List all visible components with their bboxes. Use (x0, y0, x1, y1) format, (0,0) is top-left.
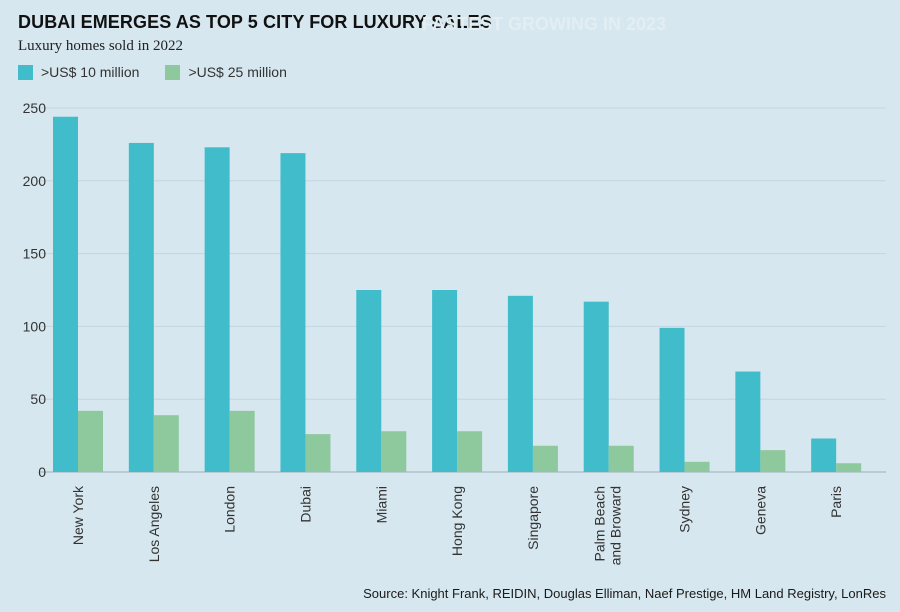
x-tick-label-miami: Miami (373, 486, 389, 523)
bar-10m-geneva (735, 371, 761, 472)
x-tick-label-singapore: Singapore (525, 486, 541, 550)
x-tick-label-hong-kong: Hong Kong (449, 486, 465, 556)
x-tick-label-los-angeles: Los Angeles (146, 486, 162, 562)
bar-25m-dubai (305, 434, 331, 472)
legend-item-10m: >US$ 10 million (18, 64, 139, 80)
bar-10m-palm-beach-and-broward (583, 301, 609, 472)
bar-25m-miami (381, 431, 407, 472)
bar-25m-los-angeles (153, 415, 179, 472)
x-tick-label-dubai: Dubai (297, 486, 313, 523)
bar-25m-london (229, 410, 255, 472)
legend-label-10m: >US$ 10 million (41, 64, 140, 80)
source-note: Source: Knight Frank, REIDIN, Douglas El… (363, 586, 886, 601)
x-tick-label-geneva: Geneva (752, 486, 768, 535)
bar-25m-palm-beach-and-broward (608, 445, 634, 472)
chart-title: DUBAI EMERGES AS TOP 5 CITY FOR LUXURY S… (18, 12, 492, 32)
bar-25m-sydney (684, 461, 710, 472)
bar-10m-london (204, 147, 230, 472)
chart-subtitle: Luxury homes sold in 2022 (18, 38, 183, 54)
bar-25m-geneva (760, 450, 786, 472)
x-tick-label-london: London (222, 486, 238, 533)
bar-25m-singapore (532, 445, 558, 472)
bar-10m-miami (356, 290, 382, 472)
bar-25m-paris (836, 463, 862, 472)
bar-10m-dubai (280, 153, 306, 473)
y-tick-label-200: 200 (23, 173, 47, 189)
bar-10m-los-angeles (128, 142, 154, 472)
bar-10m-hong-kong (432, 290, 458, 472)
y-tick-label-100: 100 (23, 318, 47, 334)
legend-swatch-25m (165, 64, 181, 80)
legend: >US$ 10 million >US$ 25 million (18, 64, 313, 80)
ghost-heading: FASTEST GROWING IN 2023 (422, 14, 667, 34)
legend-item-25m: >US$ 25 million (165, 64, 287, 80)
bar-10m-paris (811, 438, 837, 472)
y-tick-label-150: 150 (23, 246, 47, 262)
legend-label-25m: >US$ 25 million (188, 64, 287, 80)
x-tick-label-paris: Paris (828, 486, 844, 518)
bar-25m-new-york (78, 410, 103, 472)
bar-10m-new-york (53, 116, 78, 473)
x-tick-label-sydney: Sydney (677, 486, 693, 533)
x-tick-label-new-york: New York (70, 485, 86, 545)
y-tick-label-0: 0 (38, 464, 46, 480)
bar-25m-hong-kong (457, 431, 483, 472)
legend-swatch-10m (18, 64, 33, 80)
bar-10m-singapore (507, 295, 533, 472)
y-tick-label-50: 50 (30, 391, 46, 407)
y-tick-label-250: 250 (23, 100, 47, 116)
bar-10m-sydney (659, 327, 685, 472)
x-tick-label-palm-beach-and-broward: Palm Beachand Broward (592, 486, 624, 565)
